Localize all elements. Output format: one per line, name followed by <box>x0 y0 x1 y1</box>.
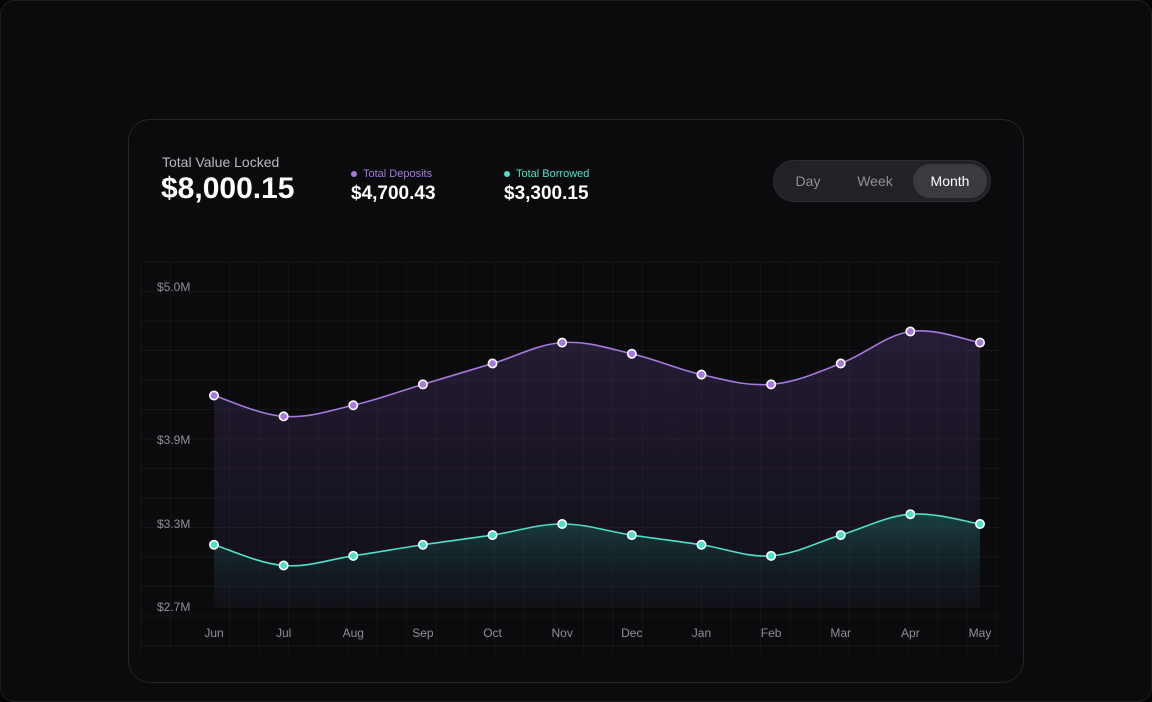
total-borrowed-point-aug <box>348 550 359 561</box>
x-tick-nov: Nov <box>552 626 573 640</box>
total-deposits-point-jan <box>696 369 707 380</box>
tvl-card: Total Value Locked $8,000.15 Total Depos… <box>128 119 1024 683</box>
total-borrowed-point-dec <box>626 530 637 541</box>
total-borrowed-point-apr <box>905 509 916 520</box>
total-borrowed-point-jul <box>278 560 289 571</box>
total-deposits-point-apr <box>905 326 916 337</box>
tvl-value: $8,000.15 <box>161 172 295 205</box>
x-tick-jun: Jun <box>204 626 223 640</box>
total-borrowed-point-nov <box>557 518 568 529</box>
borrowed-dot-icon <box>504 171 510 177</box>
total-deposits-point-jun <box>209 390 220 401</box>
total-deposits-point-feb <box>766 379 777 390</box>
x-tick-jul: Jul <box>276 626 291 640</box>
timeframe-toggle: Day Week Month <box>773 160 991 202</box>
total-borrowed-point-may <box>974 518 985 529</box>
total-borrowed-point-jun <box>209 539 220 550</box>
x-tick-sep: Sep <box>412 626 434 640</box>
toggle-week-button[interactable]: Week <box>857 173 893 189</box>
toggle-day-button[interactable]: Day <box>795 173 821 189</box>
deposits-label: Total Deposits <box>363 168 433 180</box>
y-axis-ticks: $5.0M $3.9M $3.3M $2.7M <box>157 280 190 614</box>
x-axis-ticks: Jun Jul Aug Sep Oct Nov Dec Jan Feb Mar Apr May <box>204 626 991 640</box>
y-tick-label: $3.9M <box>157 433 190 447</box>
deposits-metric: Total Deposits $4,700.43 <box>351 168 436 205</box>
x-tick-may: May <box>969 626 992 640</box>
total-deposits-point-oct <box>487 358 498 369</box>
total-borrowed-point-mar <box>835 530 846 541</box>
y-tick-label: $2.7M <box>157 600 190 614</box>
borrowed-metric: Total Borrowed $3,300.15 <box>504 168 589 205</box>
borrowed-value: $3,300.15 <box>504 183 589 204</box>
total-deposits-point-dec <box>626 348 637 359</box>
areas <box>214 330 980 608</box>
total-borrowed-area <box>214 513 980 608</box>
borrowed-label: Total Borrowed <box>516 168 590 180</box>
total-deposits-line <box>213 330 981 418</box>
x-tick-feb: Feb <box>761 626 782 640</box>
total-deposits-area <box>214 330 980 608</box>
toggle-month-button[interactable]: Month <box>913 164 987 198</box>
total-deposits-point-nov <box>557 337 568 348</box>
total-borrowed-line <box>213 513 981 567</box>
total-deposits-point-sep <box>417 379 428 390</box>
total-deposits-point-aug <box>348 400 359 411</box>
x-tick-aug: Aug <box>343 626 364 640</box>
lines <box>213 330 981 567</box>
total-deposits-point-may <box>974 337 985 348</box>
x-tick-mar: Mar <box>830 626 851 640</box>
tvl-label: Total Value Locked <box>162 154 280 170</box>
points <box>209 326 985 571</box>
x-tick-oct: Oct <box>483 626 502 640</box>
deposits-value: $4,700.43 <box>351 183 436 204</box>
x-tick-jan: Jan <box>692 626 711 640</box>
x-tick-apr: Apr <box>901 626 920 640</box>
y-tick-label: $5.0M <box>157 280 190 294</box>
total-deposits-point-jul <box>278 411 289 422</box>
y-tick-label: $3.3M <box>157 517 190 531</box>
total-borrowed-point-sep <box>417 539 428 550</box>
total-borrowed-point-feb <box>766 550 777 561</box>
area-chart: $5.0M $3.9M $3.3M $2.7M Jun Jul Aug Sep Oct Nov D… <box>141 261 1001 646</box>
total-borrowed-point-jan <box>696 539 707 550</box>
total-deposits-point-mar <box>835 358 846 369</box>
total-borrowed-point-oct <box>487 530 498 541</box>
x-tick-dec: Dec <box>621 626 642 640</box>
deposits-dot-icon <box>351 171 357 177</box>
